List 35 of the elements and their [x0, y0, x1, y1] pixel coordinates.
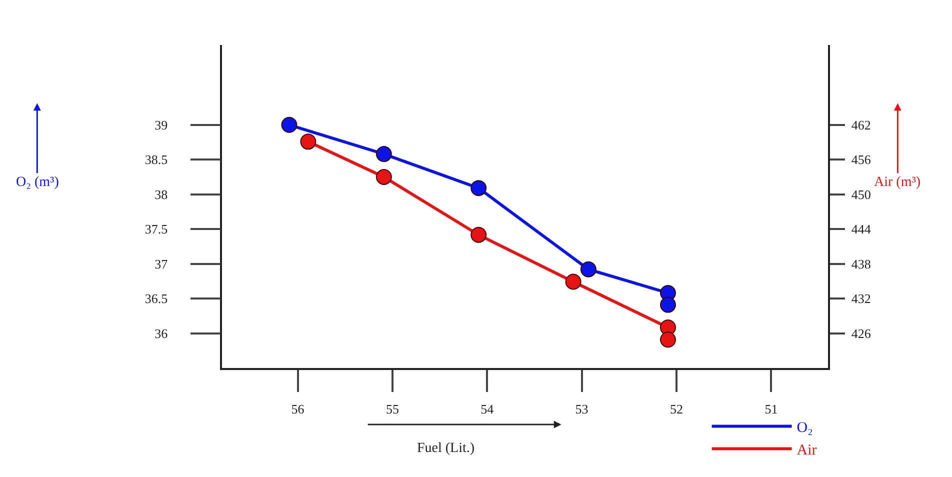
- text: Air: [796, 442, 817, 459]
- y2-tick-label: 456: [851, 152, 872, 168]
- y-tick-label: 39: [154, 117, 168, 132]
- point: [660, 296, 676, 313]
- y-tick-label: 37: [154, 256, 168, 272]
- y-tick-label: 36.5: [144, 291, 168, 306]
- point: [565, 274, 582, 290]
- y-tick-label: 36: [154, 326, 168, 341]
- y2-tick-label: 444: [851, 222, 872, 237]
- x-tick-label: 56: [291, 401, 305, 416]
- point: [376, 146, 392, 162]
- point: [470, 226, 487, 243]
- x-tick-label: 52: [670, 401, 683, 416]
- text: O₂ (m³): [16, 175, 60, 190]
- point: [470, 180, 487, 196]
- y2-tick-label: 450: [851, 186, 871, 202]
- x-tick-label: 53: [575, 401, 588, 416]
- point: [660, 332, 676, 348]
- x-tick-label: 51: [764, 401, 778, 416]
- y-tick-label: 37.5: [144, 222, 168, 237]
- y2-tick-label: 426: [851, 326, 872, 341]
- point: [300, 134, 316, 150]
- point: [580, 261, 596, 278]
- y2-tick-label: 432: [851, 291, 871, 306]
- x-tick-label: 54: [480, 401, 494, 416]
- y-tick-label: 38: [154, 186, 168, 202]
- x-tick-label: 55: [386, 401, 399, 416]
- y2-tick-label: 462: [851, 117, 871, 132]
- point: [376, 168, 392, 185]
- y-tick-label: 38.5: [144, 152, 168, 168]
- text: Air (m³): [874, 175, 921, 190]
- point: [281, 116, 298, 133]
- text: O₂: [796, 420, 813, 436]
- x-axis-title: Fuel (Lit.): [417, 441, 475, 456]
- y2-tick-label: 438: [851, 256, 871, 272]
